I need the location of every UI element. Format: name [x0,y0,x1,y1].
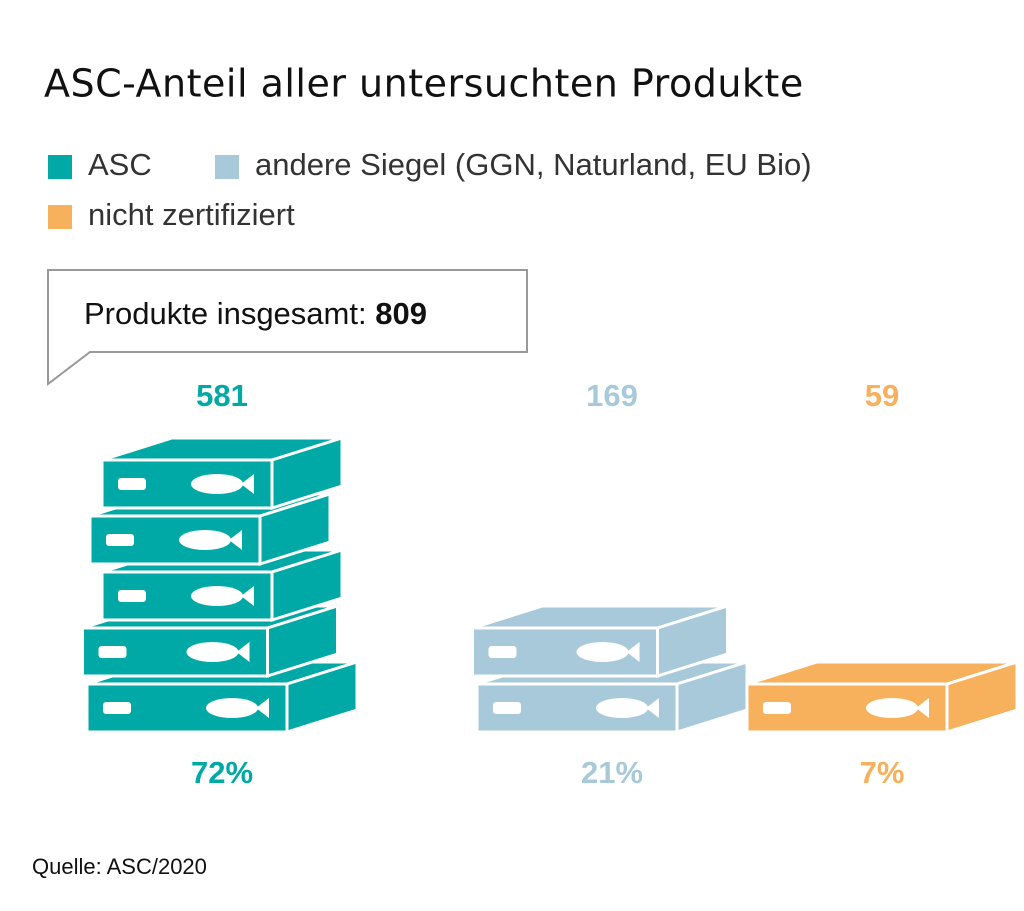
box-label [488,646,517,658]
count-label: 581 [196,378,248,413]
box-side [258,491,332,567]
fish-icon [179,530,231,550]
chart-title: ASC-Anteil aller untersuchten Produkte [44,62,804,106]
box-side [285,659,359,735]
total-label: Produkte insgesamt: [84,296,367,331]
total-value: 809 [375,296,427,331]
fish-tail [241,474,254,494]
legend-swatch [215,155,239,179]
fish-tail [646,698,659,718]
box-label [118,478,146,490]
fish-tail [626,642,640,662]
fish-tail [256,698,269,718]
box-stack [81,435,359,735]
fish-tail [916,698,929,718]
legend-label: ASC [88,147,152,182]
legend-label: andere Siegel (GGN, Naturland, EU Bio) [255,147,812,182]
fish-icon [596,698,648,718]
total-callout: Produkte insgesamt: 809 [84,296,427,331]
count-label: 169 [586,378,638,413]
fish-icon [186,642,239,662]
box-label [493,702,521,714]
box-stack [745,659,1019,735]
fish-tail [229,530,242,550]
box-side [270,435,344,511]
legend-swatch [48,205,72,229]
fish-icon [576,642,629,662]
box-side [270,547,344,623]
percent-label: 72% [191,755,253,790]
legend-swatch [48,155,72,179]
fish-icon [866,698,918,718]
box-label [98,646,127,658]
fish-tail [241,586,254,606]
box-side [656,603,729,679]
fish-icon [206,698,258,718]
count-label: 59 [865,378,899,413]
percent-label: 21% [581,755,643,790]
percent-label: 7% [860,755,905,790]
box-label [103,702,131,714]
box-stack [471,603,749,735]
box-side [266,603,339,679]
source: Quelle: ASC/2020 [32,854,207,879]
legend-label: nicht zertifiziert [88,197,295,232]
box-label [118,590,146,602]
box-side [945,659,1019,735]
box-label [106,534,134,546]
fish-icon [191,586,243,606]
fish-icon [191,474,243,494]
fish-tail [236,642,250,662]
callout-box [47,269,528,387]
box-label [763,702,791,714]
